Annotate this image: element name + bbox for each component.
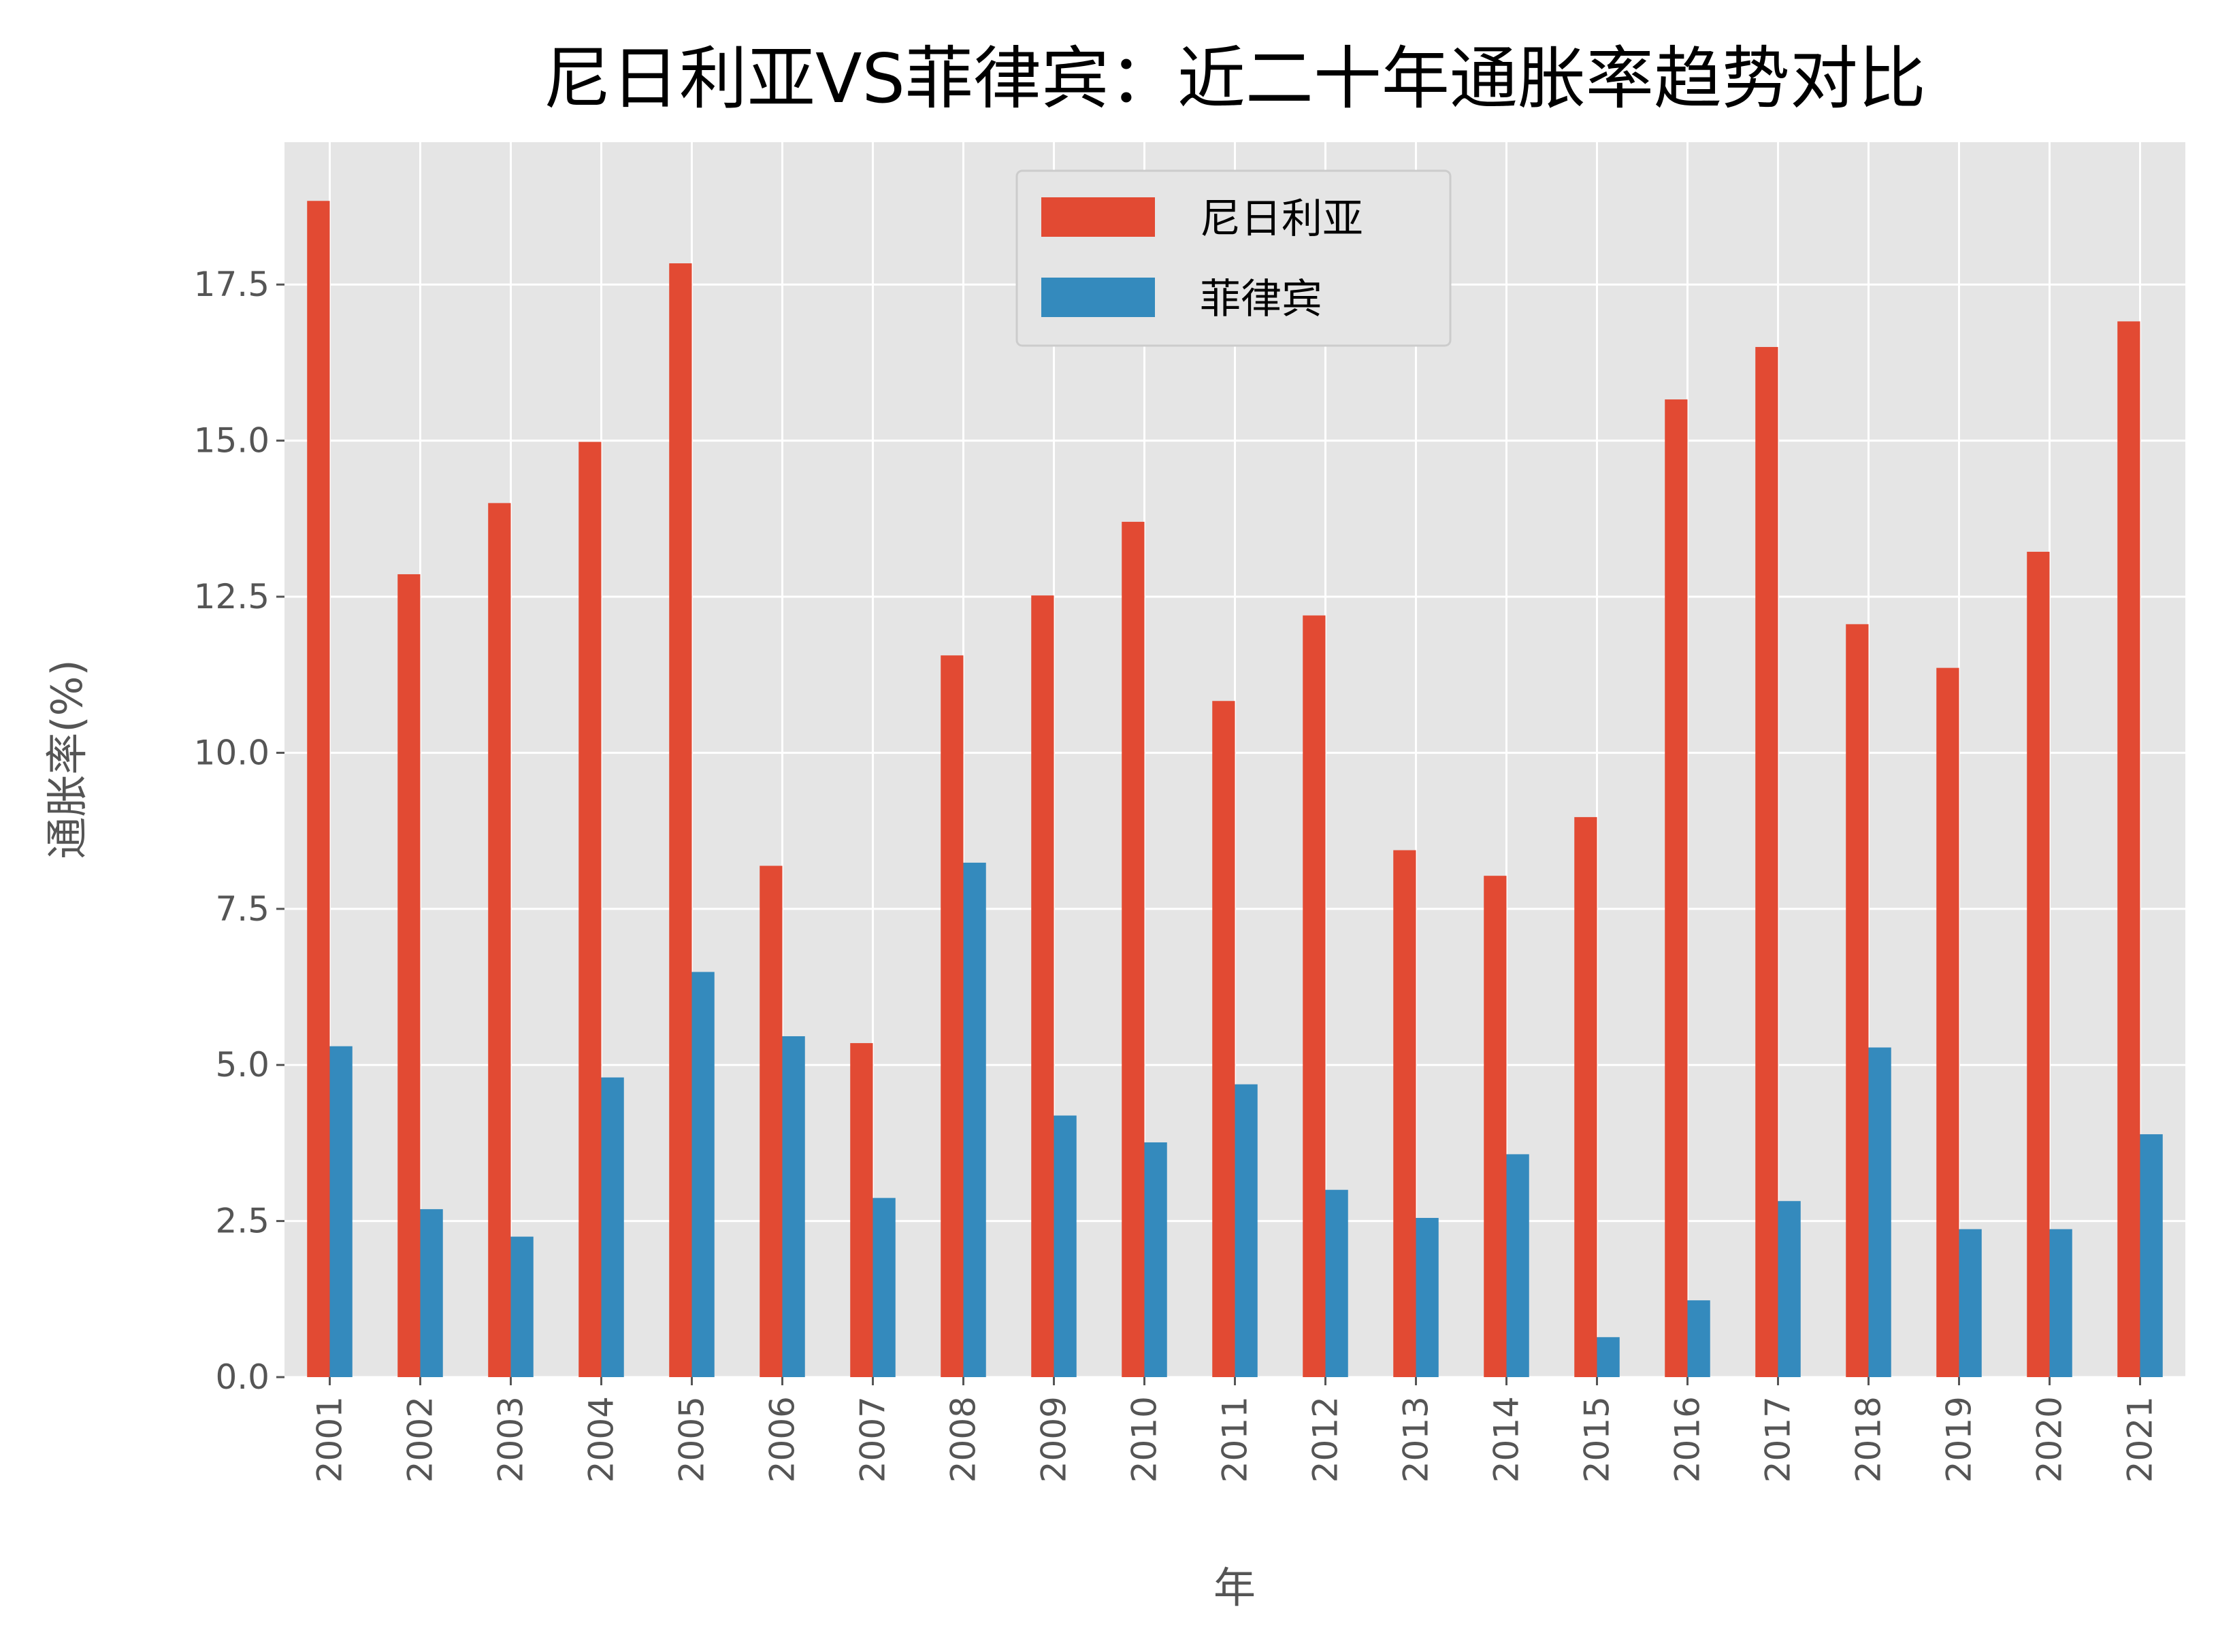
bar-philippines-2001 xyxy=(329,1046,353,1377)
y-tick-label: 2.5 xyxy=(215,1202,270,1241)
x-tick-label: 2015 xyxy=(1578,1396,1617,1483)
bar-nigeria-2018 xyxy=(1846,624,1869,1377)
x-tick-label: 2004 xyxy=(582,1396,621,1483)
y-axis-label: 通胀率(%) xyxy=(42,659,92,859)
bar-nigeria-2008 xyxy=(941,655,964,1377)
x-tick-label: 2010 xyxy=(1125,1396,1164,1483)
bar-philippines-2020 xyxy=(2049,1229,2072,1377)
bar-nigeria-2006 xyxy=(760,865,783,1377)
bar-nigeria-2014 xyxy=(1484,876,1507,1377)
x-tick-label: 2019 xyxy=(1940,1396,1979,1483)
bar-nigeria-2015 xyxy=(1574,816,1597,1377)
x-tick-label: 2013 xyxy=(1397,1396,1436,1483)
bar-philippines-2002 xyxy=(420,1209,443,1377)
x-tick-label: 2006 xyxy=(763,1396,802,1483)
legend-swatch-philippines xyxy=(1041,278,1155,317)
legend: 尼日利亚 菲律宾 xyxy=(1015,169,1452,347)
x-tick-label: 2021 xyxy=(2121,1396,2160,1483)
bar-nigeria-2019 xyxy=(1936,667,1959,1377)
bars xyxy=(307,201,2163,1378)
x-tick-label: 2001 xyxy=(310,1396,350,1483)
x-tick-label: 2018 xyxy=(1849,1396,1889,1483)
x-tick-label: 2005 xyxy=(672,1396,712,1483)
x-tick-label: 2008 xyxy=(944,1396,983,1483)
x-tick-label: 2020 xyxy=(2030,1396,2070,1483)
x-tick-label: 2002 xyxy=(401,1396,440,1483)
y-tick-label: 10.0 xyxy=(194,733,270,772)
x-axis-ticks: 2001 2002 2003 2004 2005 2006 2007 2008 2009 2010… xyxy=(310,1377,2160,1483)
bar-philippines-2016 xyxy=(1687,1300,1710,1377)
bar-philippines-2021 xyxy=(2140,1134,2163,1377)
x-tick-label: 2007 xyxy=(853,1396,893,1483)
bar-nigeria-2004 xyxy=(578,442,602,1378)
bar-philippines-2008 xyxy=(963,862,986,1377)
bar-nigeria-2012 xyxy=(1303,615,1326,1377)
bar-philippines-2019 xyxy=(1959,1229,1982,1377)
y-tick-label: 5.0 xyxy=(215,1045,270,1085)
bar-philippines-2014 xyxy=(1506,1154,1529,1377)
bar-nigeria-2017 xyxy=(1755,346,1778,1377)
bar-nigeria-2001 xyxy=(307,201,330,1377)
bar-philippines-2018 xyxy=(1868,1047,1891,1377)
x-tick-label: 2011 xyxy=(1216,1396,1255,1483)
bar-philippines-2005 xyxy=(691,972,715,1377)
bar-philippines-2015 xyxy=(1597,1337,1620,1377)
x-tick-label: 2012 xyxy=(1306,1396,1346,1483)
bar-philippines-2006 xyxy=(782,1036,805,1377)
bar-nigeria-2016 xyxy=(1665,399,1688,1377)
x-tick-label: 2014 xyxy=(1487,1396,1527,1483)
bar-philippines-2010 xyxy=(1144,1142,1167,1377)
bar-philippines-2007 xyxy=(872,1197,896,1377)
x-tick-label: 2016 xyxy=(1668,1396,1708,1483)
bar-nigeria-2011 xyxy=(1212,701,1235,1377)
bar-nigeria-2010 xyxy=(1122,521,1145,1377)
bar-philippines-2004 xyxy=(601,1077,624,1377)
y-tick-label: 15.0 xyxy=(194,421,270,461)
y-tick-label: 12.5 xyxy=(194,577,270,616)
bar-nigeria-2021 xyxy=(2117,321,2140,1377)
bar-nigeria-2005 xyxy=(669,263,692,1377)
bar-philippines-2011 xyxy=(1235,1084,1258,1377)
legend-swatch-nigeria xyxy=(1041,197,1155,237)
bar-nigeria-2007 xyxy=(850,1043,873,1377)
bar-philippines-2017 xyxy=(1778,1201,1801,1377)
x-axis-label: 年 xyxy=(1213,1563,1256,1613)
x-tick-label: 2003 xyxy=(491,1396,531,1483)
legend-label-nigeria: 尼日利亚 xyxy=(1200,195,1363,243)
x-tick-label: 2017 xyxy=(1759,1396,1798,1483)
bar-nigeria-2009 xyxy=(1031,595,1054,1378)
y-tick-label: 0.0 xyxy=(215,1357,270,1397)
bar-nigeria-2003 xyxy=(488,503,511,1377)
chart-title: 尼日利亚VS菲律宾：近二十年通胀率趋势对比 xyxy=(543,39,1926,118)
bar-philippines-2013 xyxy=(1416,1218,1439,1377)
x-tick-label: 2009 xyxy=(1034,1396,1074,1483)
bar-philippines-2012 xyxy=(1325,1189,1348,1377)
bar-philippines-2009 xyxy=(1054,1115,1077,1377)
legend-label-philippines: 菲律宾 xyxy=(1200,276,1322,323)
bar-nigeria-2002 xyxy=(397,574,421,1377)
y-axis-ticks: 0.0 2.5 5.0 7.5 10.0 12.5 15.0 17.5 xyxy=(194,265,284,1397)
bar-philippines-2003 xyxy=(510,1236,534,1377)
y-tick-label: 7.5 xyxy=(215,889,270,929)
bar-nigeria-2020 xyxy=(2027,551,2050,1377)
y-tick-label: 17.5 xyxy=(194,265,270,304)
bar-nigeria-2013 xyxy=(1393,850,1416,1377)
